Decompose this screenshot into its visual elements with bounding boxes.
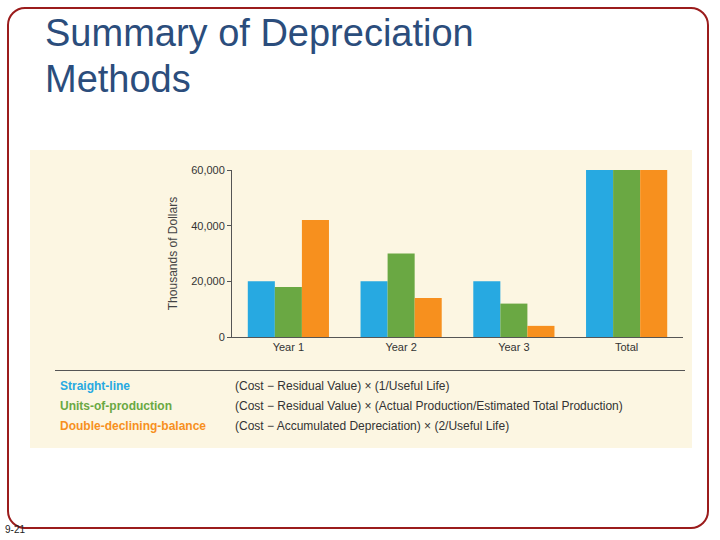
html-text:Units-of-production: Units-of-production	[60, 399, 172, 413]
html-text:Double-declining-balance: Double-declining-balance	[60, 419, 206, 433]
html-text:(Cost − Residual Value) × (1/U: (Cost − Residual Value) × (1/Useful Life…	[235, 379, 450, 393]
svg-text:20,000: 20,000	[191, 275, 225, 287]
svg-text:Total: Total	[615, 341, 638, 353]
svg-text:Year 1: Year 1	[273, 341, 304, 353]
html-text:Summary of Depreciation Method: Summary of Depreciation Methods	[45, 12, 474, 100]
html-text:Straight-line: Straight-line	[60, 379, 130, 393]
svg-text:Year 3: Year 3	[498, 341, 529, 353]
svg-text:40,000: 40,000	[191, 220, 225, 232]
html-text:(Cost − Residual Value) × (Act: (Cost − Residual Value) × (Actual Produc…	[235, 399, 623, 413]
svg-text:Thousands of Dollars: Thousands of Dollars	[166, 197, 180, 310]
html-text:(Cost − Accumulated Depreciati: (Cost − Accumulated Depreciation) × (2/U…	[235, 419, 510, 433]
svg-text:Year 2: Year 2	[385, 341, 416, 353]
html-text:9-21: 9-21	[5, 524, 25, 535]
svg-text:0: 0	[219, 331, 225, 343]
svg-text:60,000: 60,000	[191, 164, 225, 176]
